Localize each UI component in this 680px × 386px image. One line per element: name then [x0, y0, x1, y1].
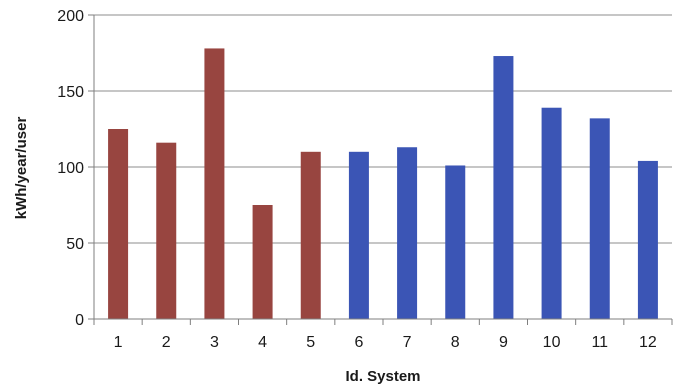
bar	[493, 56, 514, 319]
y-tick-label: 200	[57, 8, 84, 25]
bar	[637, 160, 658, 319]
y-axis-title: kWh/year/user	[13, 117, 30, 220]
y-tick-label: 150	[57, 84, 84, 101]
bar	[589, 118, 610, 319]
x-tick-label: 8	[451, 334, 460, 351]
x-tick-label: 5	[306, 334, 315, 351]
y-tick-label: 100	[57, 160, 84, 177]
x-tick-label: 12	[639, 334, 657, 351]
bar	[445, 165, 466, 319]
bars	[108, 48, 658, 319]
bar	[204, 48, 225, 319]
x-tick-label: 6	[354, 334, 363, 351]
bar	[252, 205, 273, 319]
bar	[108, 129, 129, 319]
x-axis-title: Id. System	[345, 368, 420, 385]
y-tick-label: 0	[75, 312, 84, 329]
x-tick-label: 2	[162, 334, 171, 351]
x-tick-label: 7	[403, 334, 412, 351]
bar	[156, 142, 177, 319]
y-tick-labels: 0 50 100 150 200	[57, 8, 94, 329]
bar	[541, 107, 562, 319]
x-tick-labels: 1 2 3 4 5 6 7 8 9 10 11 12	[93, 319, 673, 351]
x-tick-label: 3	[210, 334, 219, 351]
x-tick-label: 10	[543, 334, 561, 351]
x-tick-label: 9	[499, 334, 508, 351]
bar	[348, 151, 369, 319]
y-tick-label: 50	[66, 236, 84, 253]
gridlines	[94, 14, 672, 244]
x-tick-label: 4	[258, 334, 267, 351]
bar	[397, 147, 418, 319]
x-tick-label: 11	[591, 334, 608, 351]
bar	[300, 151, 321, 319]
x-tick-label: 1	[114, 334, 123, 351]
